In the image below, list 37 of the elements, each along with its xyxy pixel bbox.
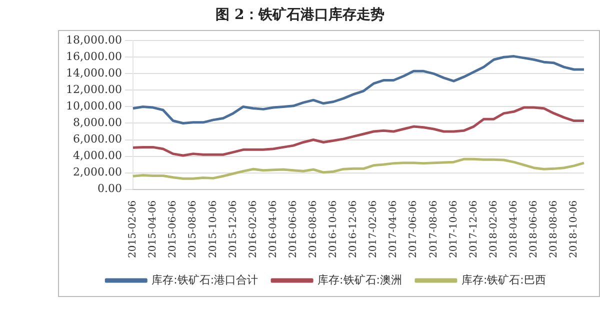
x-tick-label: 2017-02-06 [368, 200, 380, 258]
y-tick-label: 18,000.00 [66, 33, 122, 46]
x-tick-label: 2016-02-06 [248, 200, 259, 258]
legend-label: 库存:铁矿石:港口合计 [152, 273, 258, 286]
x-tick-label: 2017-06-06 [408, 200, 420, 258]
y-tick-label: 4,000.00 [73, 149, 122, 162]
x-tick-label: 2016-12-06 [348, 200, 360, 258]
y-tick-label: 2,000.00 [73, 166, 122, 179]
y-tick-label: 6,000.00 [73, 132, 122, 146]
legend-label: 库存:铁矿石:巴西 [461, 273, 546, 286]
x-tick-label: 2017-08-06 [428, 200, 440, 258]
x-tick-label: 2016-06-06 [288, 200, 299, 258]
x-tick-label: 2017-12-06 [468, 200, 480, 258]
x-tick-label: 2015-06-06 [168, 200, 179, 258]
y-tick-label: 16,000.00 [66, 50, 122, 63]
x-tick-label: 2015-12-06 [228, 200, 239, 258]
x-tick-label: 2018-02-06 [488, 200, 500, 258]
y-tick-label: 12,000.00 [66, 83, 122, 96]
x-tick-label: 2017-10-06 [448, 200, 460, 258]
x-tick-label: 2016-08-06 [308, 200, 319, 258]
x-tick-label: 2015-02-06 [128, 200, 139, 258]
x-tick-label: 2016-10-06 [328, 200, 340, 258]
legend-label: 库存:铁矿石:澳洲 [318, 273, 402, 286]
x-tick-label: 2018-04-06 [508, 200, 520, 258]
x-tick-label: 2015-10-06 [208, 200, 219, 258]
x-tick-label: 2015-08-06 [188, 200, 199, 258]
x-tick-label: 2018-06-06 [528, 200, 540, 258]
x-tick-label: 2018-08-06 [548, 200, 560, 258]
x-tick-label: 2015-04-06 [148, 200, 159, 258]
y-tick-label: 10,000.00 [66, 100, 122, 113]
x-tick-label: 2018-10-06 [568, 200, 580, 258]
chart-title: 图 2：铁矿石港口库存走势 [214, 6, 386, 25]
x-tick-label: 2016-04-06 [268, 200, 279, 258]
y-tick-label: 14,000.00 [66, 66, 122, 80]
x-tick-label: 2017-04-06 [388, 200, 400, 258]
y-tick-label: 8,000.00 [73, 116, 122, 130]
y-tick-label: 0.00 [97, 182, 122, 196]
